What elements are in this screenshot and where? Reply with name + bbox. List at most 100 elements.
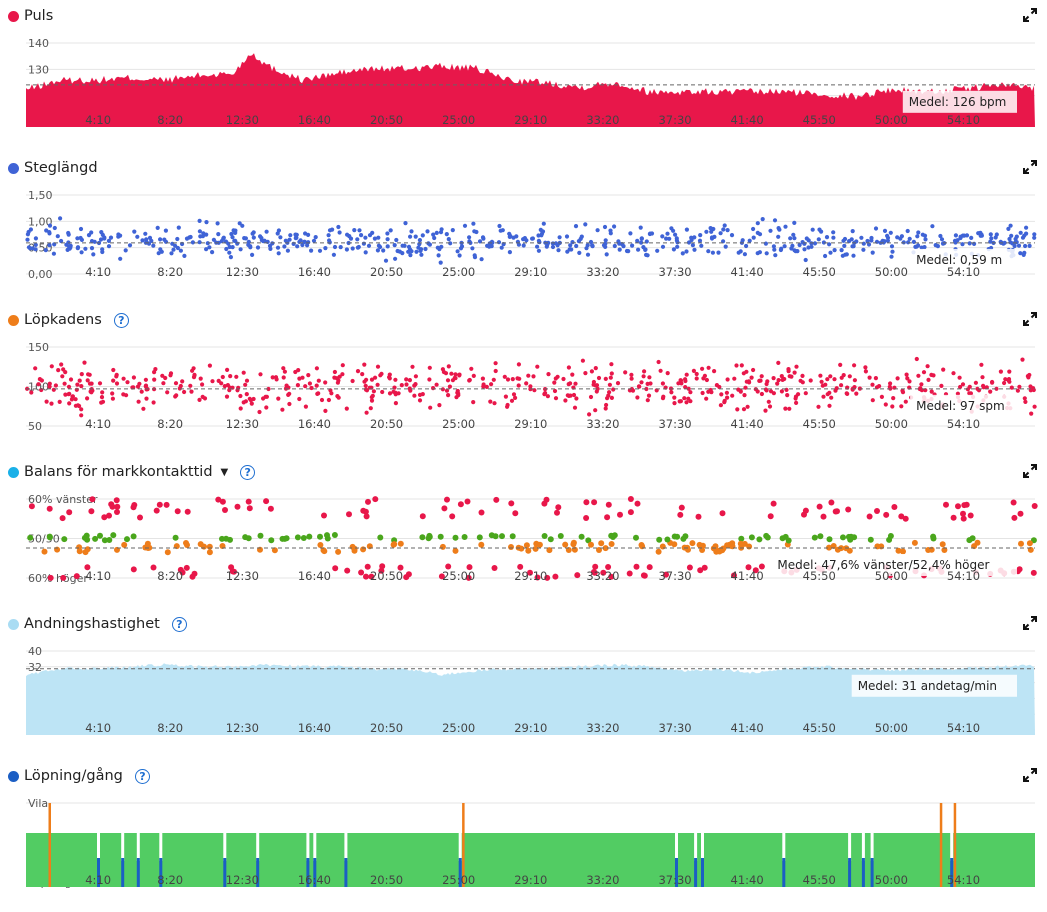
data-point xyxy=(643,247,648,252)
data-point xyxy=(763,532,770,539)
data-point xyxy=(457,501,464,508)
data-point xyxy=(78,226,84,232)
walk-marker xyxy=(701,858,704,887)
data-point xyxy=(763,387,769,392)
data-point xyxy=(585,252,591,257)
expand-icon[interactable] xyxy=(1023,616,1037,630)
walk-gap xyxy=(782,833,786,861)
data-point xyxy=(170,241,175,246)
chart-panel-balans: Balans för markkontakttid ▼? 60% vänster 50… xyxy=(0,456,1047,608)
data-point xyxy=(678,504,685,511)
data-point xyxy=(363,513,370,520)
help-icon[interactable]: ? xyxy=(113,312,129,328)
x-tick-label: 41:40 xyxy=(731,265,764,279)
data-point xyxy=(1018,251,1023,256)
chart-panel-lopning: Löpning/gång?VilaGångLöpning4:108:2012:3… xyxy=(0,760,1047,912)
data-point xyxy=(452,547,459,554)
data-point xyxy=(417,238,422,243)
data-point xyxy=(898,513,905,520)
data-point xyxy=(408,388,413,393)
data-point xyxy=(752,567,759,574)
data-point xyxy=(516,362,522,367)
data-point xyxy=(1022,233,1027,238)
data-point xyxy=(436,253,441,258)
data-point xyxy=(831,235,836,240)
help-icon[interactable]: ? xyxy=(240,464,256,480)
data-point xyxy=(409,229,414,234)
chart-header: Löpkadens? xyxy=(8,309,129,331)
data-point xyxy=(385,237,390,242)
x-tick-label: 29:10 xyxy=(514,569,547,583)
data-point xyxy=(385,244,390,249)
series-color-dot xyxy=(8,10,19,22)
data-point xyxy=(773,253,778,258)
data-point xyxy=(612,243,617,249)
data-point xyxy=(776,378,781,383)
data-point xyxy=(469,366,474,371)
data-point xyxy=(889,244,895,249)
expand-icon[interactable] xyxy=(1023,312,1037,326)
data-point xyxy=(355,245,360,250)
data-point xyxy=(603,238,608,243)
data-point xyxy=(51,251,57,256)
data-point xyxy=(634,500,641,507)
data-point xyxy=(957,375,962,380)
data-point xyxy=(1021,252,1026,257)
data-point xyxy=(472,229,477,234)
data-point xyxy=(315,391,320,396)
data-point xyxy=(611,387,616,392)
data-point xyxy=(826,536,833,543)
data-point xyxy=(566,365,572,370)
data-point xyxy=(130,533,137,540)
data-point xyxy=(659,543,666,550)
x-tick-label: 4:10 xyxy=(85,873,111,887)
data-point xyxy=(306,232,311,237)
data-point xyxy=(532,545,539,552)
data-point xyxy=(1001,241,1006,246)
expand-icon[interactable] xyxy=(1023,160,1037,174)
expand-icon[interactable] xyxy=(1023,464,1037,478)
data-point xyxy=(106,537,113,543)
help-icon[interactable]: ? xyxy=(171,616,187,632)
data-point xyxy=(792,236,797,241)
data-point xyxy=(1015,388,1021,393)
data-point xyxy=(309,248,314,253)
data-point xyxy=(180,379,185,384)
data-point xyxy=(939,541,946,548)
data-point xyxy=(244,392,249,397)
data-point xyxy=(89,239,95,244)
x-tick-label: 45:50 xyxy=(803,113,836,127)
data-point xyxy=(828,374,833,379)
data-point xyxy=(369,377,375,382)
dropdown-caret-icon[interactable]: ▼ xyxy=(220,466,229,478)
data-point xyxy=(224,394,230,399)
data-point xyxy=(684,400,689,405)
data-point xyxy=(609,362,614,367)
data-point xyxy=(550,241,556,246)
data-point xyxy=(220,374,225,380)
data-point xyxy=(99,230,104,235)
data-point xyxy=(748,534,755,541)
data-point xyxy=(779,374,784,379)
x-tick-label: 33:20 xyxy=(586,417,619,431)
data-point xyxy=(941,547,948,553)
walk-gap xyxy=(256,833,260,861)
data-point xyxy=(368,573,375,580)
data-point xyxy=(441,505,448,512)
y-tick-label: 150 xyxy=(28,341,49,354)
data-point xyxy=(900,548,906,555)
data-point xyxy=(503,394,508,399)
data-point xyxy=(151,243,156,248)
data-point xyxy=(375,382,380,387)
help-icon[interactable]: ? xyxy=(134,768,150,784)
data-point xyxy=(191,375,197,380)
data-point xyxy=(226,241,231,246)
data-point xyxy=(471,373,476,378)
data-point xyxy=(901,240,906,245)
walk-marker xyxy=(223,858,227,887)
expand-icon[interactable] xyxy=(1023,768,1037,782)
data-point xyxy=(437,403,442,408)
expand-icon[interactable] xyxy=(1023,8,1037,22)
series-color-dot xyxy=(8,314,19,326)
data-point xyxy=(499,245,504,250)
